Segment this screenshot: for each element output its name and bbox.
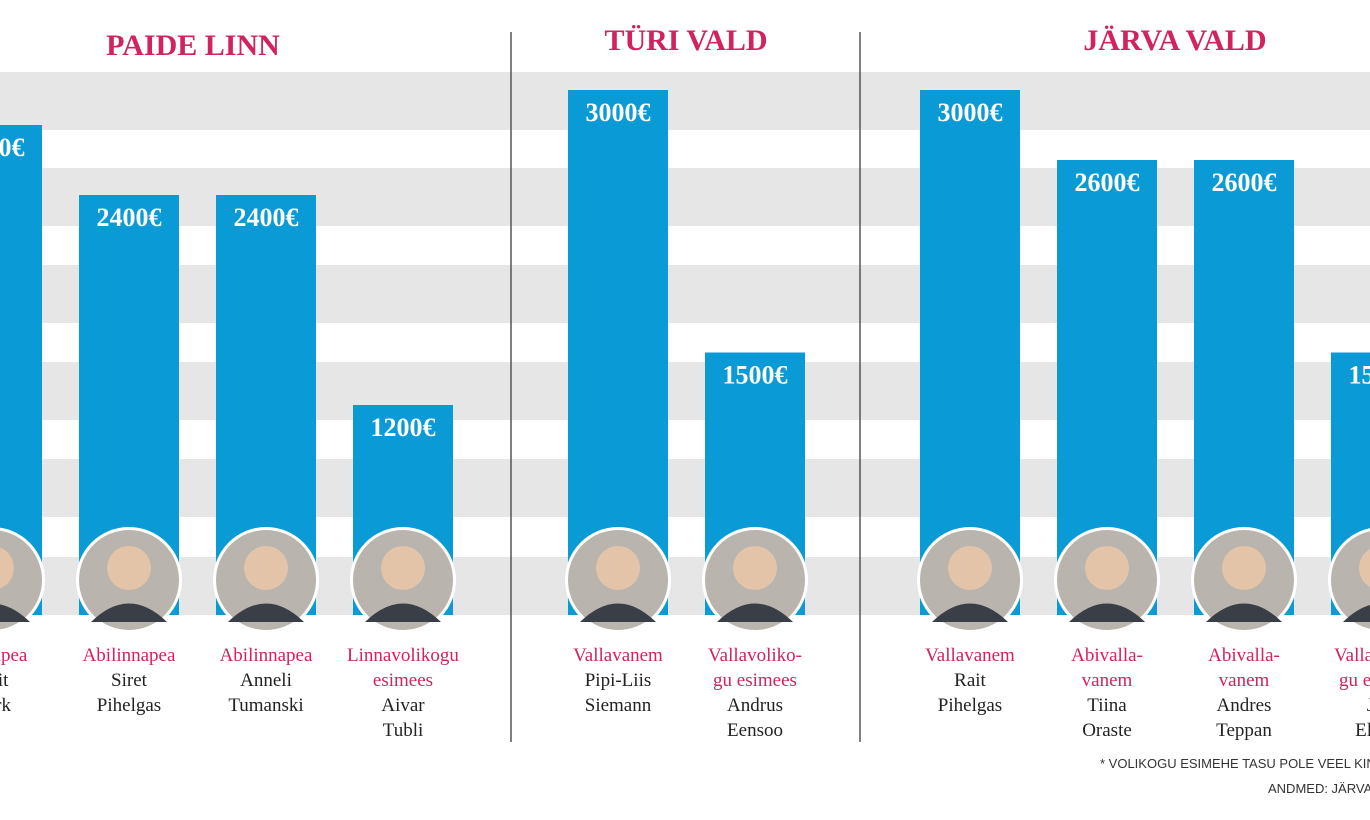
role-label: gu esimees (1339, 670, 1370, 691)
footnote: * VOLIKOGU ESIMEHE TASU POLE VEEL KINNIT… (1100, 756, 1370, 771)
photo-head (1359, 548, 1370, 588)
photo-body (717, 603, 793, 622)
name-label: Ellram (1355, 720, 1370, 741)
value-label: 3000€ (586, 98, 651, 127)
name-label: Tumanski (228, 695, 303, 716)
role-label: vanem (1219, 670, 1270, 691)
photo-head (0, 547, 14, 589)
name-label: Andrus (727, 695, 783, 716)
photo-body (932, 603, 1008, 622)
name-label: Jüri (1367, 695, 1370, 716)
name-label: Pihelgas (97, 695, 161, 716)
value-label: 1500€ (723, 361, 788, 390)
photo-body (365, 603, 441, 622)
stripes (0, 72, 1370, 615)
photo-head (107, 546, 151, 590)
photo-body (228, 603, 304, 622)
photo-body (0, 604, 30, 622)
role-label: Linnavolikogu (347, 645, 459, 666)
name-label: Siret (111, 670, 148, 691)
value-label: 2400€ (234, 203, 299, 232)
role-label: Vallavanem (573, 645, 663, 666)
role-label: Abivalla- (1071, 645, 1143, 666)
role-label: Abilinnapea (220, 645, 313, 666)
photo-head (596, 546, 640, 590)
photo-body (580, 603, 656, 622)
value-label: 2800€ (0, 133, 25, 162)
name-label: Tiina (1087, 695, 1127, 716)
photo (0, 530, 42, 630)
name-label: Andres (1217, 695, 1272, 716)
photo-body (1069, 603, 1145, 622)
photo-head (1085, 546, 1129, 590)
photo-head (733, 546, 777, 590)
photo-head (381, 546, 425, 590)
name-label: Teppan (1216, 720, 1272, 741)
name-label: Tubli (383, 720, 424, 741)
value-label: 1200€ (371, 413, 436, 442)
photo-head (1222, 546, 1266, 590)
footnote: ANDMED: JÄRVA VALD (1268, 781, 1370, 796)
name-label: Oraste (1082, 720, 1132, 741)
name-label: Pihelgas (938, 695, 1002, 716)
photo-head (244, 546, 288, 590)
name-label: Eensoo (727, 720, 783, 741)
role-label: Vallavoliko- (708, 645, 802, 666)
group-title: JÄRVA VALD (1083, 24, 1266, 57)
group-title: PAIDE LINN (106, 29, 280, 62)
role-label: Abilinnapea (83, 645, 176, 666)
name-label: Aivar (381, 695, 425, 716)
value-label: 2400€ (97, 203, 162, 232)
photo-body (1206, 603, 1282, 622)
name-label: Värk (0, 695, 11, 716)
value-label: 3000€ (938, 98, 1003, 127)
value-label: 2600€ (1212, 168, 1277, 197)
photo-body (91, 603, 167, 622)
role-label: Vallavoliko- (1334, 645, 1370, 666)
role-label: Linnapea (0, 645, 28, 666)
value-label: 1500€ (1349, 361, 1370, 390)
photo-body (1343, 605, 1370, 622)
name-label: Priit (0, 670, 9, 691)
role-label: Abivalla- (1208, 645, 1280, 666)
photo (1331, 531, 1370, 629)
group-title: TÜRI VALD (604, 24, 767, 57)
name-label: Siemann (585, 695, 652, 716)
role-label: Vallavanem (925, 645, 1015, 666)
role-label: gu esimees (713, 670, 797, 691)
name-label: Anneli (240, 670, 292, 691)
value-label: 2600€ (1075, 168, 1140, 197)
photo-head (948, 546, 992, 590)
name-label: Rait (954, 670, 986, 691)
role-label: vanem (1082, 670, 1133, 691)
name-label: Pipi-Liis (585, 670, 652, 691)
role-label: esimees (373, 670, 433, 691)
